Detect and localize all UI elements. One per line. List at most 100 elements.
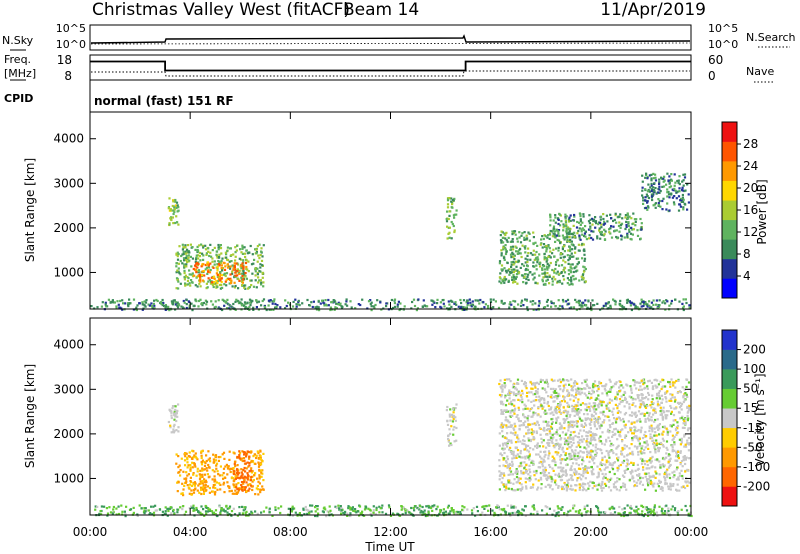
velocity-cell bbox=[529, 407, 532, 411]
power-cell bbox=[232, 253, 235, 256]
power-cell bbox=[542, 243, 546, 246]
velocity-cell bbox=[637, 467, 640, 470]
velocity-cell bbox=[553, 379, 556, 382]
velocity-cell bbox=[656, 400, 659, 403]
velocity-cell bbox=[589, 386, 592, 390]
velocity-cell bbox=[654, 451, 657, 454]
power-cell bbox=[655, 192, 658, 195]
power-cell bbox=[592, 219, 595, 223]
velocity-cell bbox=[597, 483, 600, 487]
velocity-region bbox=[167, 403, 180, 434]
power-cell bbox=[629, 304, 632, 307]
velocity-cell bbox=[607, 454, 610, 457]
velocity-cell bbox=[522, 424, 526, 427]
power-cell bbox=[505, 239, 508, 242]
velocity-cell bbox=[659, 466, 662, 469]
velocity-cell bbox=[546, 478, 549, 482]
velocity-cell bbox=[506, 410, 509, 413]
velocity-cell bbox=[538, 400, 541, 403]
power-cell bbox=[177, 223, 180, 226]
velocity-cell bbox=[543, 473, 546, 476]
velocity-cell bbox=[532, 504, 535, 507]
power-cell bbox=[235, 249, 238, 252]
power-cell bbox=[547, 266, 550, 269]
velocity-cell bbox=[670, 412, 673, 415]
velocity-cell bbox=[528, 409, 531, 412]
velocity-cell bbox=[526, 407, 529, 410]
power-cell bbox=[500, 241, 503, 244]
power-cell bbox=[644, 176, 647, 179]
velocity-cell bbox=[610, 477, 613, 480]
velocity-cell bbox=[671, 434, 674, 437]
velocity-cell bbox=[501, 385, 504, 388]
velocity-cell bbox=[615, 418, 618, 421]
power-cell bbox=[653, 190, 656, 193]
power-cell bbox=[295, 305, 298, 308]
power-cell bbox=[413, 304, 417, 308]
power-cell bbox=[678, 203, 681, 206]
velocity-cell bbox=[573, 380, 576, 383]
power-cell bbox=[548, 274, 551, 277]
velocity-cell bbox=[191, 461, 194, 464]
velocity-cell bbox=[665, 427, 668, 430]
velocity-cell bbox=[217, 456, 220, 459]
power-cell bbox=[462, 306, 465, 309]
power-cell bbox=[610, 225, 613, 228]
power-cell bbox=[172, 212, 175, 216]
power-cell bbox=[641, 174, 644, 177]
velocity-cell bbox=[568, 435, 571, 438]
velocity-cell bbox=[186, 484, 189, 487]
power-cell bbox=[191, 257, 194, 260]
power-cell bbox=[202, 270, 205, 273]
velocity-cell bbox=[597, 475, 600, 478]
velocity-cell bbox=[646, 387, 649, 390]
velocity-cell bbox=[547, 385, 550, 388]
power-cell bbox=[540, 242, 543, 245]
velocity-cell bbox=[597, 416, 600, 419]
velocity-cell bbox=[541, 465, 544, 468]
power-cell bbox=[243, 301, 247, 304]
velocity-cell bbox=[631, 470, 634, 473]
power-cell bbox=[173, 206, 176, 209]
velocity-cell bbox=[260, 463, 263, 466]
velocity-cell bbox=[513, 399, 516, 402]
power-cell bbox=[647, 196, 650, 200]
power-cell bbox=[509, 248, 512, 251]
power-cell bbox=[568, 231, 571, 234]
power-cell bbox=[603, 238, 607, 241]
power-cell bbox=[226, 263, 229, 266]
velocity-cell bbox=[583, 392, 586, 395]
velocity-cell bbox=[454, 419, 457, 422]
power-cell bbox=[551, 268, 554, 272]
velocity-cell bbox=[238, 487, 241, 490]
power-cell bbox=[607, 301, 610, 304]
power-cell bbox=[492, 298, 495, 301]
velocity-cell bbox=[502, 464, 505, 467]
velocity-cell bbox=[501, 442, 505, 445]
velocity-cell bbox=[608, 378, 611, 381]
velocity-cell bbox=[449, 419, 452, 422]
velocity-cell bbox=[683, 394, 686, 397]
power-cell bbox=[512, 299, 515, 303]
power-cell bbox=[117, 303, 120, 306]
velocity-cell bbox=[658, 403, 661, 407]
velocity-cell bbox=[596, 447, 599, 451]
velocity-cell bbox=[635, 387, 638, 390]
power-cell bbox=[588, 222, 591, 225]
power-cell bbox=[177, 262, 180, 265]
power-cell bbox=[176, 304, 179, 307]
power-cell bbox=[563, 271, 567, 274]
power-cell bbox=[245, 277, 248, 280]
power-cell bbox=[571, 283, 574, 286]
power-cell bbox=[177, 253, 180, 256]
velocity-cell bbox=[551, 433, 554, 436]
velocity-cell bbox=[684, 443, 687, 446]
power-cell bbox=[613, 229, 616, 232]
power-cell bbox=[519, 241, 523, 244]
power-cell bbox=[561, 305, 564, 308]
power-cell bbox=[643, 301, 646, 304]
velocity-cell bbox=[657, 428, 660, 431]
power-cell bbox=[641, 186, 644, 189]
power-cell bbox=[533, 276, 536, 279]
velocity-cell bbox=[666, 476, 669, 479]
